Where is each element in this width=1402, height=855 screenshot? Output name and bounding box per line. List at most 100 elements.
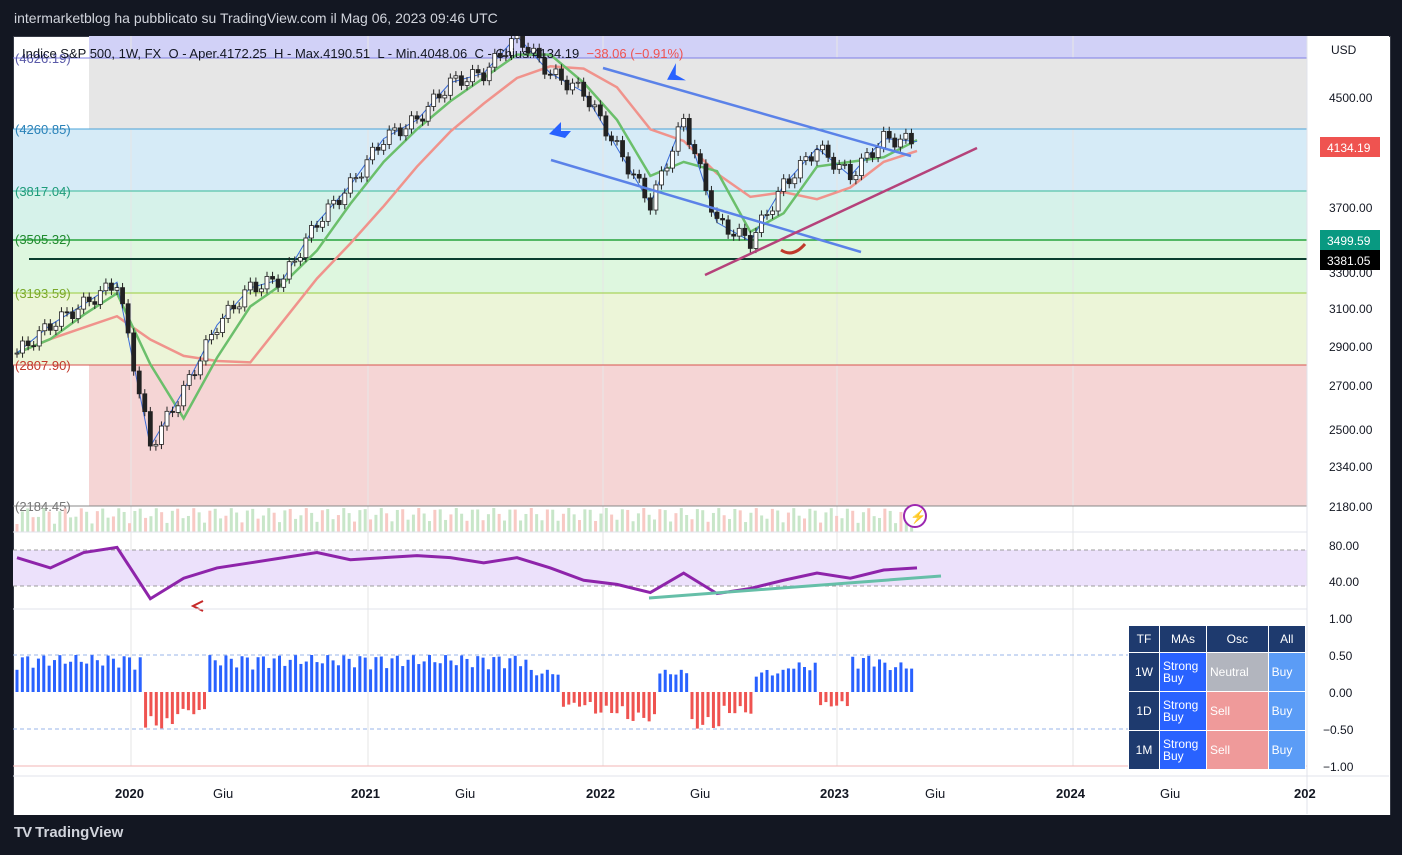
fib-zone-4 <box>13 240 1307 293</box>
candle-body <box>59 311 64 327</box>
oscillator-bar <box>615 692 619 714</box>
oscillator-bar <box>803 667 806 692</box>
tradingview-logo[interactable]: TV TradingView <box>14 824 123 841</box>
oscillator-bar <box>829 692 833 707</box>
volume-bar <box>251 508 255 532</box>
oscillator-bar <box>203 692 206 710</box>
oscillator-bar <box>711 692 715 728</box>
volume-bar <box>267 508 271 532</box>
oscillator-bar <box>540 673 544 692</box>
volume-bar <box>481 520 485 532</box>
volume-bar <box>706 521 710 532</box>
candle-body <box>42 323 48 332</box>
candle-body <box>253 281 259 293</box>
volume-bar <box>417 508 421 532</box>
volume-bar <box>861 512 865 532</box>
volume-bar <box>540 520 544 532</box>
candle-body <box>603 115 609 137</box>
volume-bar <box>695 509 699 532</box>
candle-body <box>103 282 109 292</box>
ta-row-mas: Strong Buy <box>1159 730 1207 770</box>
candle-body <box>825 144 831 158</box>
candle-body <box>459 75 464 86</box>
oscillator-bar <box>642 692 646 718</box>
candle-body <box>481 72 487 82</box>
volume-bar <box>878 517 881 532</box>
volume-bar <box>454 508 458 532</box>
volume-bar <box>513 509 517 532</box>
oscillator-bar <box>556 674 560 692</box>
volume-bar <box>278 522 281 532</box>
oscillator-bar <box>42 655 46 692</box>
oscillator-bar <box>133 669 137 692</box>
candle-body <box>836 164 842 170</box>
rsi-axis-labels: 80.00 40.00 <box>1329 539 1359 589</box>
candle-body <box>270 276 275 280</box>
oscillator-bar <box>599 692 603 713</box>
volume-bar <box>679 508 683 532</box>
oscillator-bar <box>240 656 244 692</box>
volume-bar <box>851 510 855 532</box>
candle-body <box>875 147 881 158</box>
oscillator-bar <box>679 669 683 692</box>
oscillator-bar <box>294 655 298 692</box>
volume-bar <box>58 511 62 532</box>
volume-bar <box>353 521 356 532</box>
oscillator-bar <box>636 692 640 713</box>
ta-header-all: All <box>1267 625 1307 653</box>
ta-row-tf: 1D <box>1128 691 1160 731</box>
volume-bar <box>390 521 394 532</box>
volume-bar <box>620 509 624 532</box>
volume-bar <box>128 523 131 532</box>
candle-body <box>586 95 592 108</box>
legend-close-label: C - Chius. <box>474 46 533 61</box>
candle-body <box>353 177 359 180</box>
oscillator-bar <box>331 660 335 692</box>
oscillator-bar <box>744 692 748 713</box>
chart-canvas[interactable]: (4626.19) (4260.85) (3817.04) (3505.32) … <box>13 36 1389 814</box>
osc-axis-labels: 1.00 0.50 0.00 −0.50 −1.00 <box>1323 612 1354 774</box>
oscillator-bar <box>390 658 394 692</box>
oscillator-bar <box>170 692 174 725</box>
volume-bar <box>342 508 346 532</box>
oscillator-bar <box>878 659 881 692</box>
candle-body <box>570 82 575 91</box>
volume-bar <box>138 508 142 532</box>
candle-body <box>247 281 253 291</box>
volume-bar <box>803 518 806 532</box>
candle-body <box>664 167 670 172</box>
volume-bar <box>85 511 89 532</box>
volume-bar <box>883 508 887 532</box>
candle-body <box>286 261 292 280</box>
oscillator-bar <box>524 659 528 692</box>
candle-body <box>536 47 542 59</box>
volume-bar <box>176 508 180 532</box>
candle-body <box>175 405 181 413</box>
candle-body <box>747 235 753 249</box>
candle-body <box>503 54 509 57</box>
oscillator-bar <box>626 692 630 720</box>
oscillator-bar <box>899 662 903 692</box>
candle-body <box>325 203 331 222</box>
candle-body <box>542 57 548 75</box>
oscillator-bar <box>342 655 346 692</box>
badge-3499: 3499.59 <box>1327 234 1371 248</box>
volume-bar <box>561 513 565 532</box>
candle-body <box>720 218 725 221</box>
oscillator-bar <box>861 658 865 692</box>
oscillator-bar <box>722 692 726 706</box>
volume-bar <box>744 522 748 532</box>
volume-bar <box>808 508 812 532</box>
candle-body <box>470 69 475 83</box>
candle-body <box>47 323 53 331</box>
legend-high-label: H - Max. <box>274 46 324 61</box>
volume-bar <box>519 520 523 532</box>
volume-bar <box>95 511 99 532</box>
volume-bar <box>524 513 528 532</box>
oscillator-bar <box>497 656 501 692</box>
fib-label-4: (3193.59) <box>15 286 71 301</box>
candle-body <box>92 301 98 305</box>
price-candles <box>14 36 914 451</box>
badge-3381-bg <box>1320 250 1380 270</box>
oscillator-bar <box>797 662 801 692</box>
